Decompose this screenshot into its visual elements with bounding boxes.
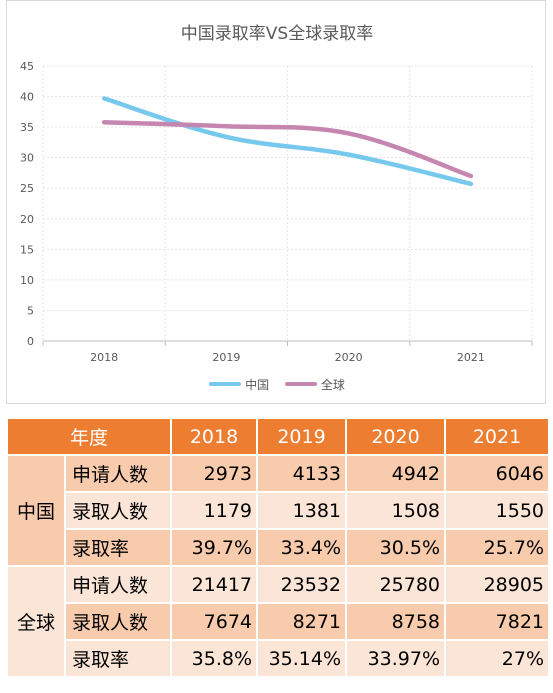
x-tick-label: 2019 (212, 351, 240, 364)
chart-title: 中国录取率VS全球录取率 (180, 24, 374, 44)
table-cell: 8758 (345, 602, 447, 641)
legend-item-china: 中国 (209, 376, 269, 393)
group-label-china: 中国 (6, 454, 66, 567)
table-cell: 33.4% (256, 528, 348, 567)
table-row: 录取人数 1179 1381 1508 1550 (7, 491, 551, 530)
table-cell: 28905 (444, 565, 551, 604)
table-cell: 7674 (170, 602, 259, 641)
y-tick-label: 25 (20, 182, 34, 195)
table-cell: 33.97% (345, 639, 447, 678)
table-cell: 27% (444, 639, 551, 678)
table-cell: 6046 (444, 454, 551, 493)
table-row: 全球 申请人数 21417 23532 25780 28905 (6, 565, 551, 678)
header-2020: 2020 (345, 417, 447, 456)
y-tick-label: 20 (20, 213, 34, 226)
metric-label: 录取率 (63, 528, 173, 567)
table-header-row: 年度 2018 2019 2020 2021 (5, 417, 551, 456)
legend-label-china: 中国 (245, 377, 270, 392)
chart-container: 中国录取率VS全球录取率 0 5 10 15 20 25 30 35 40 45 2018 2019 2… (6, 0, 546, 404)
metric-label: 录取人数 (63, 491, 173, 530)
metric-label: 录取率 (63, 639, 173, 678)
table-row: 录取人数 7674 8271 8758 7821 (7, 602, 551, 641)
table-cell: 2973 (170, 454, 259, 493)
line-chart: 0 5 10 15 20 25 30 35 40 45 2018 2019 2020 2021 (20, 60, 533, 364)
group-label-global: 全球 (6, 565, 66, 678)
y-tick-label: 5 (27, 304, 34, 317)
y-tick-label: 10 (20, 274, 34, 287)
y-tick-label: 0 (27, 335, 34, 348)
table-cell: 25780 (345, 565, 447, 604)
admission-table: 年度 2018 2019 2020 2021 中国 申请人数 2973 4133… (5, 417, 551, 678)
table-cell: 30.5% (345, 528, 447, 567)
metric-label: 录取人数 (63, 602, 173, 641)
y-tick-label: 15 (20, 243, 34, 256)
legend-item-global: 全球 (284, 376, 345, 393)
table-cell: 1381 (256, 491, 348, 530)
table-cell: 25.7% (444, 528, 551, 567)
y-tick-label: 35 (20, 121, 34, 134)
series-line-global (101, 119, 474, 179)
table-row: 录取率 35.8% 35.14% 33.97% 27% (7, 639, 551, 678)
x-tick-label: 2020 (335, 351, 363, 364)
table-cell: 4942 (345, 454, 447, 493)
header-year-label: 年度 (5, 417, 173, 456)
legend-label-global: 全球 (320, 377, 345, 392)
header-2018: 2018 (170, 417, 259, 456)
legend-swatch-china (209, 382, 242, 386)
table-cell: 4133 (256, 454, 348, 493)
header-2019: 2019 (256, 417, 348, 456)
metric-label: 申请人数 (63, 565, 173, 604)
header-2021: 2021 (444, 417, 551, 456)
legend-swatch-global (284, 382, 317, 386)
metric-label: 申请人数 (63, 454, 173, 493)
table-row: 中国 申请人数 2973 4133 4942 6046 (6, 454, 551, 567)
x-tick-label: 2021 (457, 351, 485, 364)
table-cell: 23532 (256, 565, 348, 604)
table-cell: 35.8% (170, 639, 259, 678)
table-cell: 1550 (444, 491, 551, 530)
y-tick-label: 45 (20, 60, 34, 73)
table-cell: 1179 (170, 491, 259, 530)
y-tick-label: 40 (20, 91, 34, 104)
table-cell: 39.7% (170, 528, 259, 567)
table-cell: 7821 (444, 602, 551, 641)
table-cell: 8271 (256, 602, 348, 641)
series-line-china (101, 96, 474, 187)
y-tick-label: 30 (20, 152, 34, 165)
table-cell: 1508 (345, 491, 447, 530)
table-cell: 35.14% (256, 639, 348, 678)
chart-legend: 中国 全球 (7, 375, 547, 393)
table-cell: 21417 (170, 565, 259, 604)
table-row: 录取率 39.7% 33.4% 30.5% 25.7% (7, 528, 551, 567)
x-tick-label: 2018 (90, 351, 118, 364)
